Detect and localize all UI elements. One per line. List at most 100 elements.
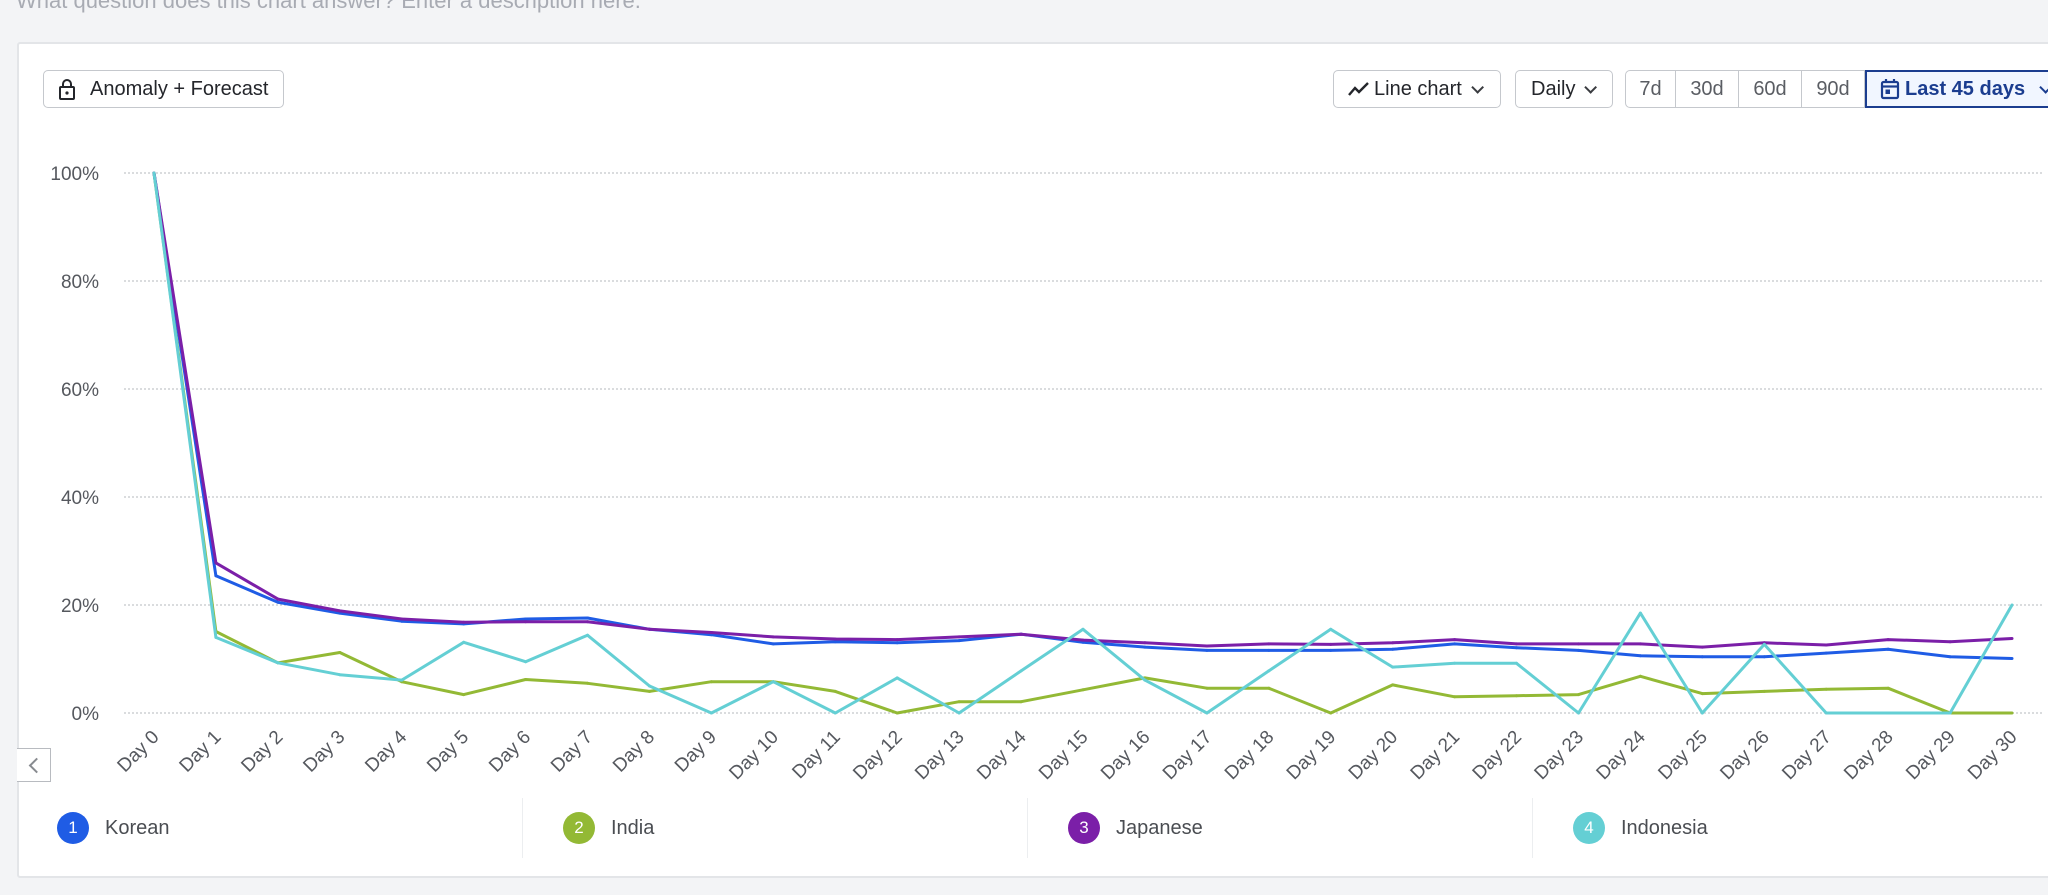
data-point[interactable] (957, 639, 961, 643)
data-point[interactable] (1824, 711, 1828, 715)
data-point[interactable] (1577, 648, 1580, 652)
data-point[interactable] (1019, 669, 1023, 673)
data-point[interactable] (1081, 627, 1085, 631)
data-point[interactable] (1948, 655, 1952, 659)
data-point[interactable] (586, 633, 589, 637)
data-point[interactable] (214, 574, 218, 578)
data-point[interactable] (709, 711, 713, 715)
scroll-left-button[interactable] (17, 748, 51, 782)
data-point[interactable] (1205, 648, 1209, 652)
data-point[interactable] (1205, 644, 1209, 648)
data-point[interactable] (771, 642, 775, 646)
data-point[interactable] (524, 617, 528, 621)
data-point[interactable] (833, 689, 837, 693)
data-point[interactable] (1700, 692, 1704, 696)
data-point[interactable] (2010, 603, 2014, 607)
series-line-korean[interactable] (152, 172, 2013, 660)
legend-item-korean[interactable]: 1 Korean (17, 798, 522, 858)
data-point[interactable] (586, 620, 589, 624)
data-point[interactable] (338, 651, 342, 654)
legend-item-japanese[interactable]: 3 Japanese (1027, 798, 1532, 858)
data-point[interactable] (1886, 647, 1890, 651)
data-point[interactable] (1453, 695, 1457, 699)
data-point[interactable] (1205, 686, 1209, 690)
data-point[interactable] (1577, 642, 1580, 646)
data-point[interactable] (895, 676, 899, 680)
data-point[interactable] (895, 711, 899, 715)
data-point[interactable] (648, 689, 651, 693)
data-point[interactable] (648, 684, 651, 688)
data-point[interactable] (1515, 646, 1518, 650)
data-point[interactable] (524, 660, 528, 664)
data-point[interactable] (338, 673, 342, 677)
data-point[interactable] (1391, 683, 1395, 687)
data-point[interactable] (1205, 711, 1209, 715)
range-90d-button[interactable]: 90d (1802, 70, 1865, 108)
data-point[interactable] (1762, 642, 1766, 646)
data-point[interactable] (1267, 686, 1271, 690)
data-point[interactable] (1391, 641, 1395, 645)
data-point[interactable] (276, 661, 280, 665)
anomaly-forecast-button[interactable]: Anomaly + Forecast (43, 70, 284, 108)
series-line-india[interactable] (152, 172, 2012, 715)
data-point[interactable] (833, 711, 837, 715)
data-point[interactable] (524, 678, 528, 681)
data-point[interactable] (1638, 642, 1642, 646)
data-point[interactable] (1143, 641, 1147, 645)
data-point[interactable] (1824, 651, 1828, 655)
data-point[interactable] (1700, 711, 1704, 715)
interval-dropdown[interactable]: Daily (1515, 70, 1613, 108)
data-point[interactable] (1267, 648, 1271, 652)
data-point[interactable] (1329, 648, 1333, 652)
data-point[interactable] (709, 631, 713, 634)
data-point[interactable] (1700, 655, 1704, 659)
data-point[interactable] (1453, 642, 1457, 646)
data-point[interactable] (1267, 642, 1271, 646)
data-point[interactable] (1143, 678, 1147, 682)
data-point[interactable] (1391, 665, 1395, 669)
data-point[interactable] (1019, 632, 1023, 636)
data-point[interactable] (1886, 686, 1890, 690)
data-point[interactable] (648, 627, 651, 631)
range-7d-button[interactable]: 7d (1625, 70, 1676, 108)
data-point[interactable] (1762, 689, 1766, 693)
data-point[interactable] (1886, 638, 1890, 642)
data-point[interactable] (2010, 637, 2014, 640)
data-point[interactable] (1638, 674, 1642, 678)
range-60d-button[interactable]: 60d (1739, 70, 1802, 108)
legend-item-india[interactable]: 2 India (522, 798, 1027, 858)
series-line-indonesia[interactable] (152, 172, 2014, 715)
data-point[interactable] (895, 638, 899, 642)
data-point[interactable] (1453, 661, 1457, 665)
data-point[interactable] (957, 700, 961, 704)
data-point[interactable] (1824, 643, 1828, 647)
data-point[interactable] (2010, 711, 2014, 715)
data-point[interactable] (214, 561, 218, 565)
data-point[interactable] (1948, 711, 1952, 715)
data-point[interactable] (957, 711, 961, 715)
data-point[interactable] (833, 637, 837, 641)
data-point[interactable] (1081, 638, 1085, 642)
data-point[interactable] (1886, 711, 1890, 715)
data-point[interactable] (1019, 700, 1023, 704)
data-point[interactable] (2010, 657, 2014, 660)
series-line-japanese[interactable] (152, 172, 2013, 649)
data-point[interactable] (338, 609, 342, 613)
data-point[interactable] (1577, 693, 1580, 697)
data-point[interactable] (1329, 627, 1333, 631)
data-point[interactable] (586, 616, 589, 620)
data-point[interactable] (276, 597, 280, 601)
custom-range-dropdown[interactable]: Last 45 days (1865, 70, 2048, 108)
data-point[interactable] (1329, 711, 1333, 715)
chart-type-dropdown[interactable]: Line chart (1333, 70, 1501, 108)
data-point[interactable] (462, 620, 466, 624)
data-point[interactable] (895, 641, 899, 645)
data-point[interactable] (1700, 645, 1704, 649)
data-point[interactable] (1948, 640, 1952, 644)
data-point[interactable] (400, 678, 404, 682)
data-point[interactable] (1515, 661, 1518, 665)
data-point[interactable] (214, 635, 218, 639)
data-point[interactable] (1143, 645, 1147, 649)
data-point[interactable] (957, 635, 961, 639)
data-point[interactable] (462, 640, 466, 644)
